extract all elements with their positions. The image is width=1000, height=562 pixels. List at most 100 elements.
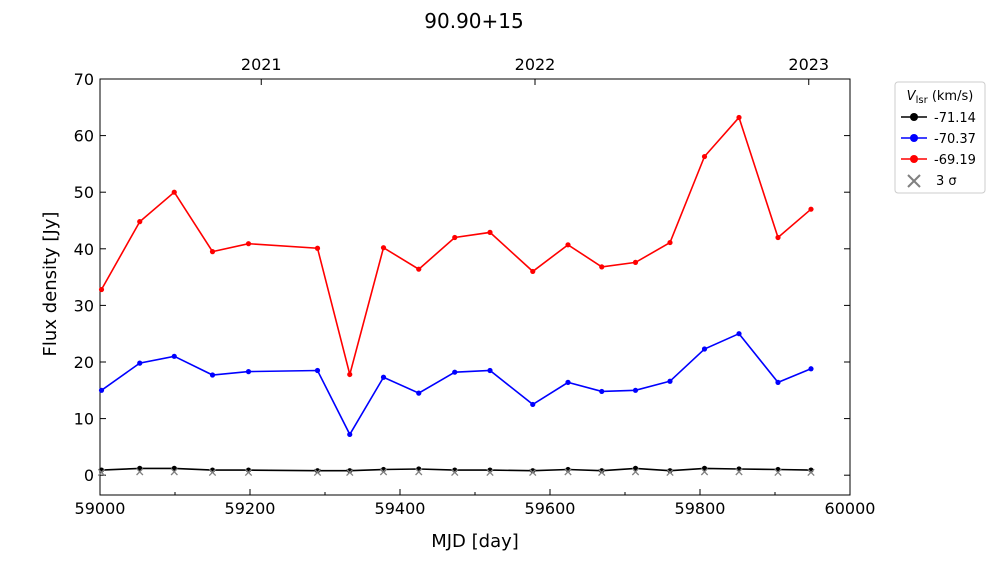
x-tick-label: 59000 bbox=[75, 499, 126, 518]
series-1-point bbox=[701, 346, 708, 352]
sigma-marker bbox=[486, 468, 494, 477]
top-tick-label: 2022 bbox=[515, 55, 556, 74]
sigma-marker bbox=[170, 468, 178, 476]
sigma-marker bbox=[136, 468, 144, 476]
series-1-point bbox=[736, 331, 742, 337]
sigma-marker bbox=[774, 468, 782, 477]
x-axis-label: MJD [day] bbox=[431, 531, 519, 552]
series-1-point bbox=[775, 379, 781, 385]
legend-title-sub: lsr bbox=[916, 95, 929, 106]
series-1-point bbox=[530, 401, 536, 408]
y-tick-label: 50 bbox=[74, 183, 94, 202]
sigma-marker bbox=[97, 468, 106, 477]
sigma-marker bbox=[700, 468, 709, 476]
sigma-marker bbox=[346, 468, 354, 477]
x-tick-label: 60000 bbox=[825, 499, 876, 518]
legend-marker-2 bbox=[910, 155, 918, 163]
series-1-point bbox=[314, 367, 321, 374]
series-line-1 bbox=[101, 332, 812, 437]
x-tick-label: 59200 bbox=[225, 499, 276, 518]
chart-title: 90.90+15 bbox=[424, 9, 523, 33]
series-1-point bbox=[565, 379, 571, 385]
y-tick-label: 20 bbox=[74, 353, 94, 372]
top-tick-label: 2023 bbox=[788, 55, 829, 74]
top-year-axis: 2021 2022 2023 bbox=[241, 55, 829, 85]
series-2-point bbox=[599, 264, 605, 270]
sigma-marker bbox=[529, 468, 537, 477]
legend-title: Vlsr (km/s) bbox=[907, 89, 974, 106]
sigma-marker bbox=[244, 468, 253, 477]
series-2-point bbox=[565, 242, 571, 248]
series-1-point bbox=[416, 390, 422, 396]
legend-marker-1 bbox=[910, 134, 918, 142]
legend-items: -71.14 -70.37 -69.19 bbox=[901, 111, 976, 168]
y-tick-label: 0 bbox=[84, 466, 94, 485]
sigma-marker bbox=[631, 468, 640, 476]
legend-item-sigma: 3 σ bbox=[907, 174, 957, 189]
legend: Vlsr (km/s) -71.14 -70.37 -69.19 3 σ bbox=[894, 81, 986, 194]
series-2-point bbox=[808, 206, 814, 212]
legend-label-sigma: 3 σ bbox=[936, 174, 957, 189]
series-2-point bbox=[632, 259, 639, 265]
x-tick-label: 59600 bbox=[525, 499, 576, 518]
series-2-point bbox=[347, 371, 353, 378]
y-tick-label: 40 bbox=[74, 240, 94, 259]
series-2-point bbox=[314, 245, 321, 251]
series-1-point bbox=[667, 378, 673, 384]
series-2-point bbox=[701, 153, 708, 160]
series-1-point bbox=[171, 353, 177, 359]
series-1-point bbox=[599, 388, 605, 395]
legend-label-1: -70.37 bbox=[934, 132, 976, 147]
sigma-marker bbox=[735, 468, 743, 476]
series-1-point bbox=[245, 369, 252, 375]
series-1-point bbox=[452, 369, 458, 375]
series-2-point bbox=[667, 239, 673, 246]
x-tick-label: 59400 bbox=[375, 499, 426, 518]
legend-label-0: -71.14 bbox=[934, 111, 976, 126]
series-1-point bbox=[632, 387, 639, 393]
series-line-0 bbox=[101, 467, 812, 472]
sigma-marker bbox=[208, 468, 217, 477]
sigma-marker bbox=[564, 468, 572, 476]
series-1-point bbox=[98, 387, 105, 393]
y-tick-label: 60 bbox=[74, 127, 94, 146]
sigma-marker bbox=[807, 468, 815, 477]
legend-title-unit: (km/s) bbox=[928, 89, 974, 104]
legend-label-2: -69.19 bbox=[934, 153, 976, 168]
series-2-point bbox=[530, 268, 536, 275]
y-tick-label: 30 bbox=[74, 296, 94, 315]
series-1-point bbox=[808, 366, 814, 372]
x-tick-label: 59800 bbox=[675, 499, 726, 518]
sigma-marker bbox=[415, 468, 423, 476]
legend-box bbox=[894, 81, 986, 194]
sigma-marker-icon bbox=[907, 174, 921, 188]
series-line-2 bbox=[100, 115, 812, 378]
sigma-marker bbox=[379, 468, 388, 476]
series-1-point bbox=[209, 372, 216, 378]
series-2-point bbox=[452, 234, 458, 241]
series-2-point bbox=[416, 266, 422, 272]
plot-frame bbox=[99, 78, 851, 496]
y-tick-label: 70 bbox=[74, 70, 94, 89]
legend-marker-0 bbox=[910, 113, 918, 121]
series-2-point bbox=[137, 219, 143, 225]
series-1-point bbox=[347, 431, 353, 438]
series-2-point bbox=[245, 241, 252, 247]
series-2-point bbox=[775, 234, 781, 241]
series-1-point bbox=[487, 367, 493, 374]
sigma-marker bbox=[666, 468, 674, 477]
x-axis: 59000 59200 59400 59600 59800 60000 bbox=[75, 489, 876, 518]
y-tick-label: 10 bbox=[74, 410, 94, 429]
series-1-point bbox=[137, 360, 143, 366]
series-2-point bbox=[380, 245, 387, 251]
sigma-marker bbox=[451, 468, 459, 477]
top-tick-label: 2021 bbox=[241, 55, 282, 74]
sigma-marker bbox=[598, 468, 606, 477]
legend-title-main: V bbox=[907, 89, 917, 104]
series-2-point bbox=[487, 229, 493, 235]
series-layer bbox=[97, 114, 815, 477]
series-2-point bbox=[209, 249, 216, 255]
series-2-point bbox=[171, 189, 177, 195]
y-axis-label: Flux density [Jy] bbox=[40, 212, 61, 357]
